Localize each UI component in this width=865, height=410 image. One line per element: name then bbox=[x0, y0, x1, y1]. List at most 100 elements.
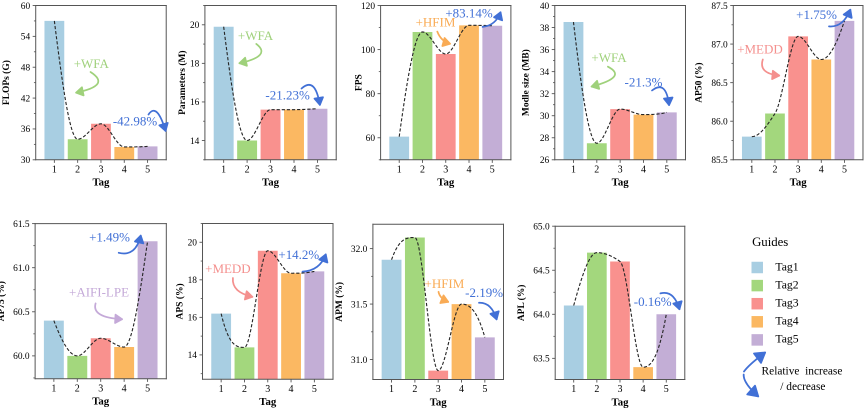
svg-text:-21.3%: -21.3% bbox=[625, 75, 663, 90]
svg-text:63.5: 63.5 bbox=[533, 355, 550, 365]
svg-text:+WFA: +WFA bbox=[238, 28, 274, 43]
svg-text:APL (%): APL (%) bbox=[516, 285, 527, 322]
svg-text:+MEDD: +MEDD bbox=[205, 261, 251, 276]
svg-text:32.0: 32.0 bbox=[351, 245, 368, 255]
svg-text:Tag: Tag bbox=[92, 396, 110, 408]
svg-text:86.5: 86.5 bbox=[711, 79, 728, 89]
svg-text:+WFA: +WFA bbox=[591, 50, 627, 65]
svg-text:14: 14 bbox=[188, 351, 198, 361]
svg-text:/ decrease: / decrease bbox=[780, 381, 825, 393]
svg-text:+HFIM: +HFIM bbox=[425, 276, 465, 291]
svg-text:+1.49%: +1.49% bbox=[89, 229, 130, 244]
svg-text:40: 40 bbox=[540, 2, 550, 12]
svg-text:30: 30 bbox=[540, 112, 550, 122]
svg-text:+1.75%: +1.75% bbox=[796, 7, 837, 22]
svg-text:3: 3 bbox=[436, 384, 441, 395]
svg-text:Tag: Tag bbox=[430, 396, 448, 408]
svg-text:18: 18 bbox=[190, 60, 200, 70]
svg-text:2: 2 bbox=[594, 384, 599, 395]
svg-text:Tag: Tag bbox=[92, 177, 110, 189]
svg-text:20: 20 bbox=[188, 239, 198, 249]
svg-text:34: 34 bbox=[540, 68, 550, 78]
svg-text:1: 1 bbox=[571, 384, 576, 395]
svg-text:+AIFI-LPE: +AIFI-LPE bbox=[69, 284, 129, 299]
svg-text:2: 2 bbox=[772, 164, 777, 175]
svg-text:60.5: 60.5 bbox=[13, 308, 30, 318]
svg-text:120: 120 bbox=[361, 2, 375, 12]
svg-text:16: 16 bbox=[188, 314, 198, 324]
svg-text:18: 18 bbox=[188, 276, 198, 286]
svg-text:Tag: Tag bbox=[611, 396, 629, 408]
svg-text:1: 1 bbox=[52, 164, 57, 175]
svg-text:2: 2 bbox=[75, 164, 80, 175]
svg-text:32: 32 bbox=[540, 90, 550, 100]
svg-text:1: 1 bbox=[51, 383, 56, 394]
svg-text:Tag: Tag bbox=[262, 177, 280, 189]
svg-text:36: 36 bbox=[21, 125, 31, 135]
svg-text:4: 4 bbox=[819, 164, 824, 175]
svg-text:AP50 (%): AP50 (%) bbox=[693, 62, 704, 102]
svg-text:3: 3 bbox=[443, 164, 448, 175]
svg-text:30: 30 bbox=[21, 156, 31, 166]
svg-text:1: 1 bbox=[749, 164, 754, 175]
svg-text:64.5: 64.5 bbox=[533, 267, 550, 277]
svg-text:87.0: 87.0 bbox=[711, 40, 728, 50]
svg-text:100: 100 bbox=[361, 46, 375, 56]
svg-text:1: 1 bbox=[221, 164, 226, 175]
svg-text:2: 2 bbox=[242, 384, 247, 395]
svg-text:86.0: 86.0 bbox=[711, 117, 728, 127]
svg-text:APS (%): APS (%) bbox=[174, 283, 185, 319]
svg-text:+HFIM: +HFIM bbox=[416, 15, 456, 30]
svg-text:3: 3 bbox=[98, 164, 103, 175]
svg-text:1: 1 bbox=[219, 384, 224, 395]
svg-text:4: 4 bbox=[292, 164, 297, 175]
svg-text:1: 1 bbox=[397, 164, 402, 175]
svg-text:APM (%): APM (%) bbox=[334, 282, 345, 322]
svg-text:Tag: Tag bbox=[612, 177, 630, 189]
svg-text:-21.23%: -21.23% bbox=[265, 88, 310, 103]
svg-text:38: 38 bbox=[540, 24, 550, 34]
svg-text:Tag3: Tag3 bbox=[775, 296, 798, 309]
svg-text:Modle size (MB): Modle size (MB) bbox=[520, 49, 531, 116]
svg-text:5: 5 bbox=[664, 164, 669, 175]
svg-text:AP75 (%): AP75 (%) bbox=[0, 281, 7, 321]
svg-text:1: 1 bbox=[389, 384, 394, 395]
svg-text:28: 28 bbox=[540, 134, 550, 144]
svg-text:42: 42 bbox=[21, 94, 31, 104]
svg-text:80: 80 bbox=[366, 90, 376, 100]
svg-text:1: 1 bbox=[571, 164, 576, 175]
svg-text:5: 5 bbox=[315, 164, 320, 175]
svg-text:87.5: 87.5 bbox=[711, 2, 728, 12]
svg-text:Tag: Tag bbox=[437, 177, 455, 189]
svg-text:Tag2: Tag2 bbox=[775, 278, 798, 291]
svg-text:+14.2%: +14.2% bbox=[278, 247, 319, 262]
svg-text:3: 3 bbox=[268, 164, 273, 175]
svg-text:3: 3 bbox=[618, 164, 623, 175]
svg-text:4: 4 bbox=[641, 164, 646, 175]
svg-text:64.0: 64.0 bbox=[533, 311, 550, 321]
svg-text:16: 16 bbox=[190, 98, 200, 108]
svg-text:60.0: 60.0 bbox=[13, 352, 30, 362]
svg-text:-0.16%: -0.16% bbox=[634, 294, 672, 309]
svg-text:48: 48 bbox=[21, 63, 31, 73]
svg-text:14: 14 bbox=[190, 137, 200, 147]
svg-text:5: 5 bbox=[312, 384, 317, 395]
svg-text:4: 4 bbox=[641, 384, 646, 395]
svg-text:4: 4 bbox=[459, 384, 464, 395]
svg-text:Tag5: Tag5 bbox=[775, 333, 798, 346]
svg-text:60: 60 bbox=[366, 134, 376, 144]
svg-text:2: 2 bbox=[594, 164, 599, 175]
svg-text:Tag: Tag bbox=[259, 396, 277, 408]
svg-text:+MEDD: +MEDD bbox=[737, 41, 783, 56]
svg-text:5: 5 bbox=[482, 384, 487, 395]
svg-text:5: 5 bbox=[145, 164, 150, 175]
svg-text:2: 2 bbox=[245, 164, 250, 175]
svg-text:4: 4 bbox=[122, 383, 127, 394]
svg-text:+WFA: +WFA bbox=[74, 56, 110, 71]
svg-text:+83.14%: +83.14% bbox=[445, 6, 493, 21]
svg-text:4: 4 bbox=[467, 164, 472, 175]
svg-text:Guides: Guides bbox=[752, 235, 788, 249]
svg-text:FLOPs (G): FLOPs (G) bbox=[1, 60, 12, 105]
svg-text:Parameters (M): Parameters (M) bbox=[177, 50, 188, 115]
svg-text:26: 26 bbox=[540, 156, 550, 166]
